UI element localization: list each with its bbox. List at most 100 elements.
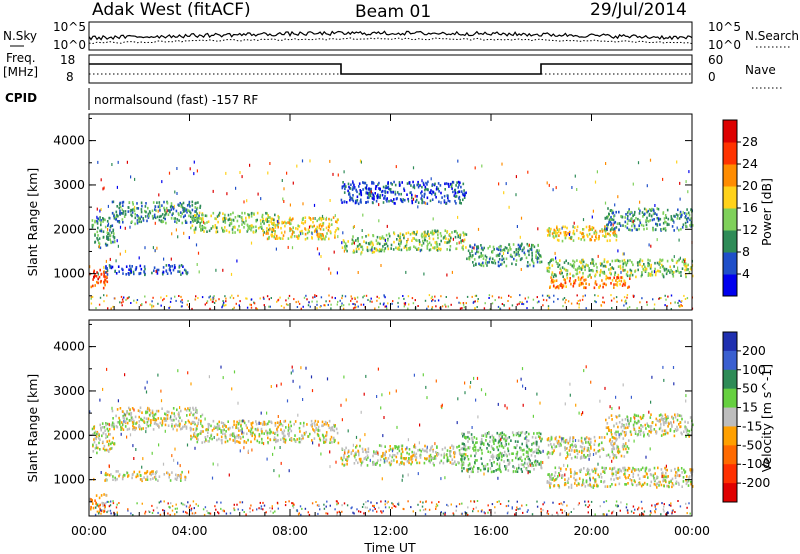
- power-cell: [619, 283, 621, 286]
- velocity-cell: [107, 429, 110, 433]
- velocity-cell: [169, 479, 172, 482]
- power-cell: [455, 247, 457, 251]
- velocity-cell: [604, 468, 606, 471]
- velocity-cell: [442, 461, 445, 465]
- power-cell: [681, 267, 684, 270]
- power-cell: [170, 271, 172, 275]
- power-cell: [664, 227, 667, 230]
- power-noise-cell: [181, 298, 183, 301]
- velocity-cell: [589, 443, 591, 446]
- power-noise-cell: [229, 296, 232, 299]
- power-cell: [546, 229, 549, 232]
- velocity-cell: [152, 418, 154, 422]
- velocity-cell: [531, 435, 534, 439]
- velocity-cell: [500, 442, 503, 445]
- power-noise-cell: [354, 306, 356, 309]
- velocity-cell: [611, 483, 613, 486]
- power-cell: [299, 230, 301, 234]
- power-cell: [270, 233, 273, 237]
- power-cell: [579, 260, 581, 263]
- power-noise-cell: [211, 300, 214, 303]
- power-noise-cell: [141, 303, 143, 306]
- velocity-cell: [126, 421, 129, 425]
- velocity-cell: [675, 429, 678, 432]
- velocity-cell: [204, 436, 207, 439]
- power-colorbar-tick-label: 4: [742, 266, 750, 281]
- power-cell: [94, 240, 97, 244]
- power-noise-cell: [221, 304, 224, 307]
- power-cell: [549, 230, 551, 233]
- power-cell: [90, 285, 93, 289]
- power-cell: [124, 210, 127, 213]
- power-cell: [601, 270, 604, 274]
- velocity-cell: [223, 424, 225, 427]
- velocity-cell: [649, 468, 651, 472]
- velocity-cell: [95, 437, 97, 441]
- velocity-cell: [522, 463, 524, 467]
- velocity-cell: [470, 433, 473, 436]
- power-cell: [293, 231, 295, 234]
- velocity-cell: [415, 456, 418, 459]
- power-cell: [421, 244, 423, 247]
- power-noise-cell: [165, 295, 168, 297]
- velocity-cell: [625, 483, 627, 486]
- power-cell: [92, 223, 95, 227]
- velocity-cell: [284, 434, 286, 438]
- power-cell: [408, 182, 411, 185]
- power-cell: [239, 230, 241, 233]
- power-cell: [319, 223, 322, 226]
- velocity-cell: [540, 439, 542, 443]
- power-cell: [365, 235, 367, 238]
- velocity-cell: [346, 462, 348, 466]
- power-cell: [376, 194, 378, 198]
- power-noise-cell: [328, 300, 331, 303]
- velocity-cell: [691, 485, 694, 488]
- power-cell: [531, 243, 533, 247]
- power-cell: [102, 286, 105, 290]
- power-noise-cell: [595, 301, 597, 304]
- power-cell: [662, 265, 664, 268]
- velocity-cell: [424, 457, 426, 460]
- velocity-cell: [428, 454, 431, 458]
- velocity-cell: [600, 476, 603, 479]
- power-cell: [624, 216, 626, 219]
- velocity-cell: [500, 444, 503, 448]
- power-cell: [612, 228, 615, 231]
- velocity-cell: [398, 445, 400, 448]
- velocity-cell: [346, 459, 348, 463]
- velocity-cell: [192, 408, 195, 411]
- power-cell: [637, 263, 639, 267]
- velocity-cell: [317, 425, 320, 429]
- velocity-cell: [502, 454, 505, 457]
- power-cell: [508, 243, 510, 246]
- velocity-cell: [446, 453, 448, 456]
- velocity-cell: [207, 426, 210, 429]
- power-cell: [277, 225, 279, 229]
- power-cell: [535, 250, 537, 254]
- power-cell: [163, 206, 165, 210]
- velocity-cell: [467, 467, 470, 471]
- velocity-cell: [186, 414, 188, 417]
- velocity-cell: [602, 480, 605, 484]
- power-noise-cell: [632, 295, 635, 298]
- power-noise-cell: [246, 199, 248, 203]
- velocity-cell: [341, 462, 344, 466]
- velocity-cell: [112, 423, 115, 427]
- velocity-cell: [214, 426, 217, 430]
- velocity-cell: [617, 468, 620, 472]
- power-noise-cell: [503, 304, 505, 307]
- power-noise-cell: [257, 192, 259, 196]
- velocity-cell: [554, 466, 557, 470]
- velocity-cell: [591, 468, 593, 472]
- power-noise-cell: [249, 303, 251, 306]
- velocity-cell: [547, 443, 550, 447]
- velocity-cell: [96, 451, 98, 455]
- power-cell: [372, 193, 374, 197]
- velocity-cell: [178, 411, 180, 415]
- velocity-cell: [147, 417, 150, 421]
- velocity-cell: [587, 454, 590, 458]
- velocity-cell: [123, 473, 125, 477]
- power-cell: [423, 201, 425, 204]
- power-noise-cell: [201, 296, 204, 299]
- velocity-cell: [643, 481, 646, 485]
